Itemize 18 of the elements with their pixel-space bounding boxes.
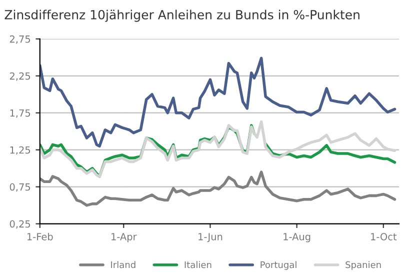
- x-tick-label: 1-Feb: [28, 232, 53, 240]
- x-tick-label: 1-Aug: [284, 233, 310, 242]
- y-tick-label: 0,75: [10, 183, 30, 192]
- legend-label: Spanien: [346, 261, 381, 270]
- y-tick-label: 1,75: [10, 109, 30, 118]
- x-tick-label: 1-Apr: [112, 233, 137, 242]
- y-tick-label: 0,25: [10, 220, 30, 229]
- legend-label: Irland: [111, 261, 136, 268]
- y-tick-label: 1,25: [10, 146, 30, 155]
- legend-label: Italien: [184, 261, 212, 268]
- line-series: [40, 170, 396, 207]
- line-series: [40, 56, 396, 148]
- legend-label: Portugal: [260, 261, 296, 270]
- x-tick-label: 1-Jun: [198, 233, 222, 242]
- y-tick-label: 2,75: [10, 35, 30, 44]
- y-tick-label: 2,25: [10, 72, 30, 81]
- x-tick-label: 1-Oct: [371, 232, 397, 240]
- chart-title: Zinsdifferenz 10jähriger Anleihen zu Bunds in %-Punkten: [4, 10, 360, 22]
